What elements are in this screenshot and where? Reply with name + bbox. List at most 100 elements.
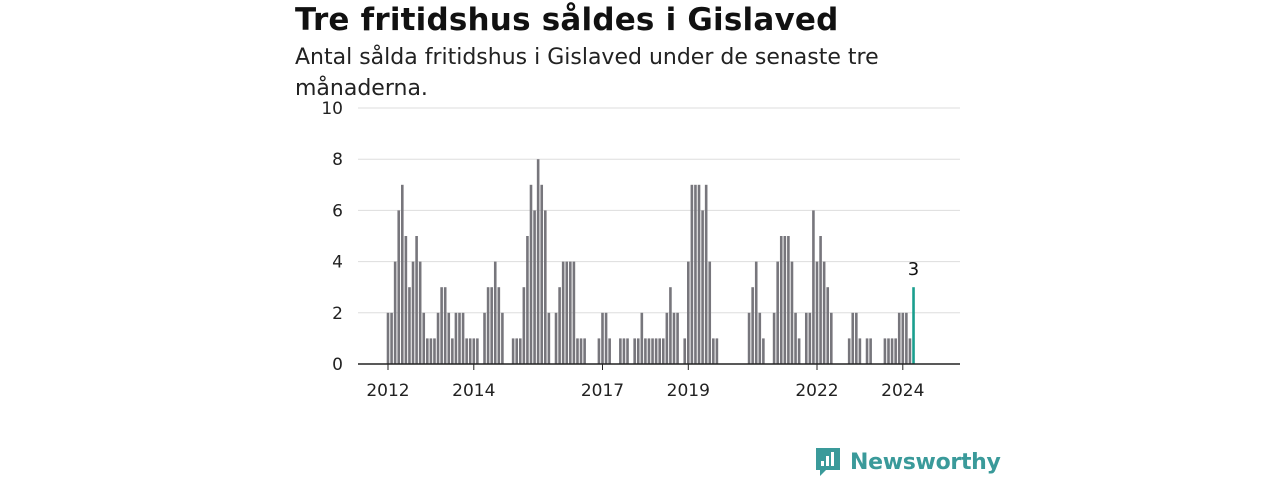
bar: [483, 312, 486, 364]
bar: [515, 338, 518, 364]
labels: 0 2 4 6 8 10 2012 2014 2017 2019 2022 2024 3: [321, 99, 924, 401]
bar: [808, 312, 812, 364]
bar: [894, 338, 897, 364]
bar: [401, 184, 404, 364]
bar: [819, 236, 822, 364]
bar: [426, 338, 429, 364]
bar: [526, 236, 529, 364]
bar: [797, 338, 801, 364]
axes: [358, 363, 960, 370]
bar: [908, 338, 912, 364]
bar: [411, 261, 415, 364]
bars: [386, 159, 915, 364]
bar: [472, 338, 476, 364]
bar: [608, 338, 611, 364]
bar: [558, 287, 561, 364]
bar: [804, 312, 808, 364]
bar: [704, 184, 708, 364]
bar: [661, 338, 665, 364]
bar: [897, 312, 901, 364]
bar: [687, 261, 690, 364]
bar: [465, 338, 468, 364]
last-value-annotation: 3: [908, 259, 919, 280]
bar: [433, 338, 436, 364]
bar: [529, 184, 533, 364]
bar: [672, 312, 676, 364]
x-tick-label: 2014: [452, 381, 495, 401]
bar: [476, 338, 479, 364]
bar: [604, 312, 608, 364]
bar: [397, 210, 401, 364]
bar: [569, 261, 572, 364]
bar: [694, 184, 697, 364]
bar: [858, 338, 862, 364]
bar: [636, 338, 640, 364]
bar: [644, 338, 647, 364]
bar: [522, 287, 526, 364]
bar: [865, 338, 869, 364]
bar-chart: 0 2 4 6 8 10 2012 2014 2017 2019 2022 2024 3: [321, 99, 960, 401]
x-tick-label: 2022: [795, 381, 838, 401]
bar: [815, 261, 819, 364]
bar: [855, 312, 858, 364]
bar: [697, 184, 701, 364]
bar: [851, 312, 855, 364]
bar: [783, 236, 787, 364]
bar: [454, 312, 458, 364]
y-tick-label: 10: [321, 99, 343, 119]
bar: [794, 312, 797, 364]
bar: [626, 338, 629, 364]
brand-name: Newsworthy: [850, 449, 1001, 475]
bar: [708, 261, 712, 364]
bar: [572, 261, 576, 364]
bar: [751, 287, 754, 364]
y-tick-label: 8: [332, 150, 343, 170]
bar: [429, 338, 433, 364]
bar: [883, 338, 887, 364]
x-tick-label: 2012: [366, 381, 409, 401]
bar: [787, 236, 790, 364]
x-tick-label: 2024: [881, 381, 924, 401]
bar: [497, 287, 501, 364]
bar: [461, 312, 465, 364]
bar: [565, 261, 569, 364]
bar: [418, 261, 422, 364]
gridlines: [358, 107, 960, 314]
newsworthy-logo-icon: [816, 448, 840, 476]
bar: [754, 261, 758, 364]
bar: [468, 338, 472, 364]
bar: [640, 312, 644, 364]
bar: [622, 338, 626, 364]
bar: [901, 312, 905, 364]
bar: [669, 287, 672, 364]
bar: [747, 312, 751, 364]
bar: [712, 338, 715, 364]
bar: [676, 312, 679, 364]
bar: [490, 287, 493, 364]
bar: [665, 312, 669, 364]
bar-highlight: [912, 287, 915, 364]
bar: [390, 312, 393, 364]
bar: [890, 338, 894, 364]
bar: [436, 312, 440, 364]
x-tick-label: 2017: [581, 381, 624, 401]
bar: [583, 338, 586, 364]
bar: [536, 159, 540, 364]
bar: [443, 287, 447, 364]
bar: [758, 312, 762, 364]
bar: [415, 236, 418, 364]
bar: [715, 338, 719, 364]
bar: [830, 312, 833, 364]
bar: [597, 338, 601, 364]
bar: [561, 261, 565, 364]
bar: [458, 312, 461, 364]
y-tick-label: 2: [332, 304, 343, 324]
bar: [440, 287, 443, 364]
bar: [651, 338, 654, 364]
bar: [544, 210, 547, 364]
bar: [404, 236, 408, 364]
bar: [408, 287, 411, 364]
bar: [690, 184, 694, 364]
bar: [547, 312, 551, 364]
y-tick-label: 0: [332, 355, 343, 375]
